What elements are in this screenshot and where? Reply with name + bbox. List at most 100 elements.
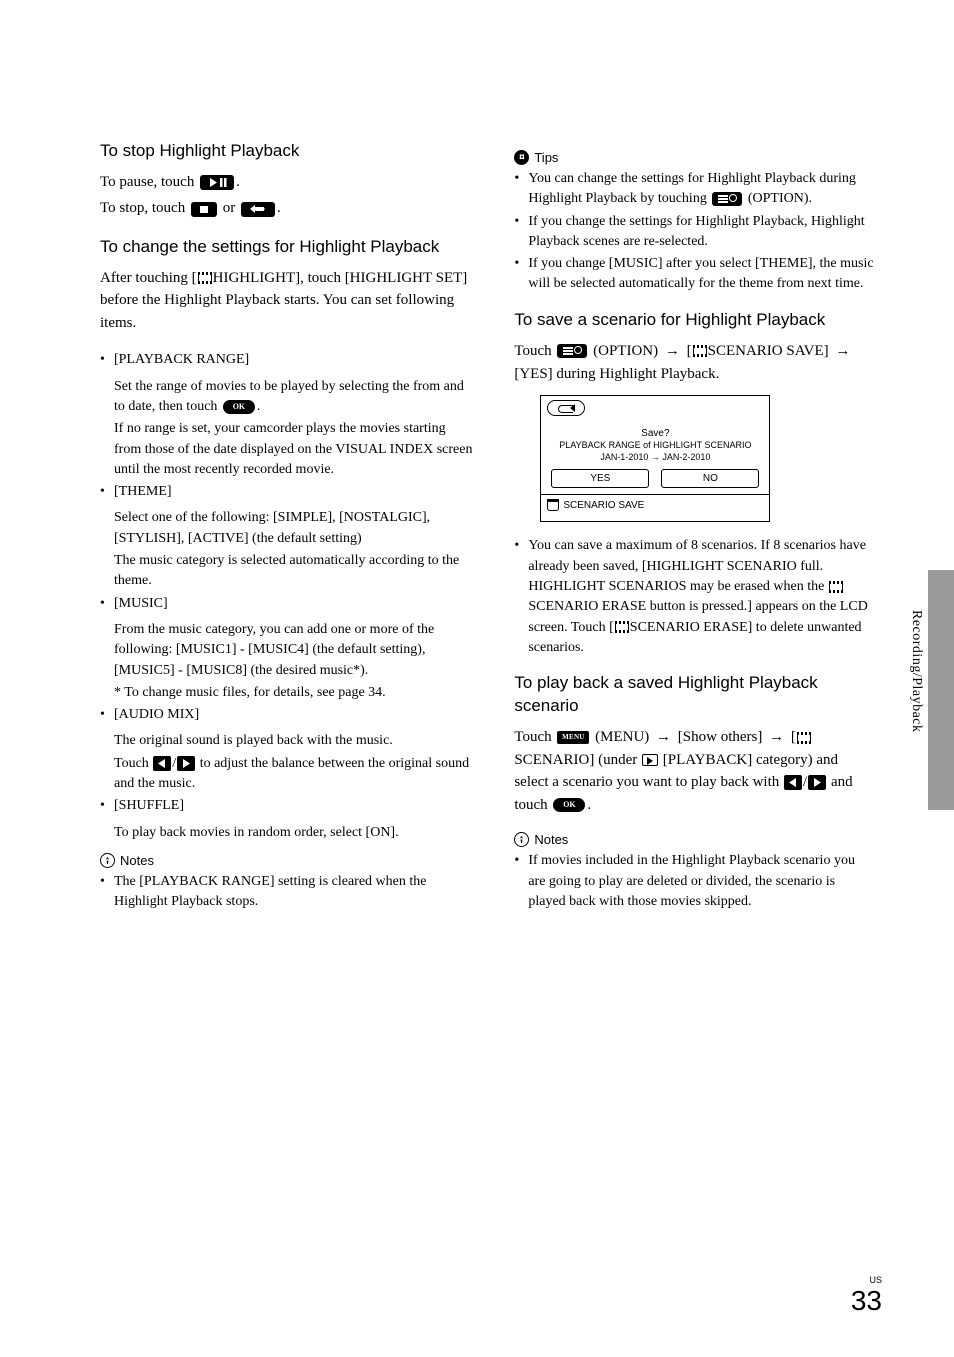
tips-icon: ¤ [514, 150, 529, 165]
notes-label: Notes [120, 853, 154, 868]
ss-yes-button: YES [551, 469, 649, 488]
scenario-note-item: You can save a maximum of 8 scenarios. I… [514, 536, 874, 658]
text: / [803, 774, 807, 790]
text: SCENARIO SAVE] [708, 343, 833, 359]
tips-heading: ¤ Tips [514, 150, 874, 165]
text: SCENARIO] (under [514, 752, 641, 768]
text: / [172, 756, 176, 771]
text: . [587, 797, 591, 813]
text: . [257, 399, 261, 414]
film-icon [615, 621, 629, 633]
side-tab-label: Recording/Playback [908, 610, 924, 733]
tips-label: Tips [534, 150, 558, 165]
text: (OPTION). [744, 191, 812, 206]
text: Set the range of movies to be played by … [100, 377, 474, 418]
ss-line: JAN-1-2010 → JAN-2-2010 [545, 452, 765, 464]
playback-icon [642, 754, 658, 766]
text: or [219, 200, 239, 216]
play-pause-icon [200, 175, 234, 190]
ok-icon: OK [553, 798, 585, 812]
text: [YES] during Highlight Playback. [514, 366, 719, 382]
page-num: 33 [851, 1285, 882, 1316]
tips-list: You can change the settings for Highligh… [514, 169, 874, 295]
arrow-icon: → [769, 726, 784, 749]
tip-item: You can change the settings for Highligh… [514, 169, 874, 210]
text: (OPTION) [589, 343, 662, 359]
text: To stop, touch [100, 200, 189, 216]
text: . [277, 200, 281, 216]
text: From the music category, you can add one… [100, 620, 474, 681]
body-after-touching: After touching [HIGHLIGHT], touch [HIGHL… [100, 267, 474, 335]
notes-heading: Notes [100, 853, 474, 868]
body-playback-scenario: Touch MENU (MENU) → [Show others] → [SCE… [514, 726, 874, 816]
notes-heading: Notes [514, 832, 874, 847]
heading-stop-playback: To stop Highlight Playback [100, 140, 474, 163]
note-item: The [PLAYBACK RANGE] setting is cleared … [100, 872, 474, 913]
text: After touching [ [100, 270, 197, 286]
item-music: [MUSIC] [100, 594, 474, 614]
note-item: If movies included in the Highlight Play… [514, 851, 874, 912]
text: The music category is selected automatic… [100, 551, 474, 592]
right-arrow-icon [808, 775, 826, 790]
text: [Show others] [674, 729, 766, 745]
text: [ [683, 343, 692, 359]
arrow-icon: → [665, 340, 680, 363]
page-number: US 33 [851, 1275, 882, 1317]
arrow-icon: → [656, 726, 671, 749]
heading-change-settings: To change the settings for Highlight Pla… [100, 236, 474, 259]
text: . [236, 174, 240, 190]
settings-list: [THEME] [100, 482, 474, 502]
text: Touch [114, 756, 152, 771]
text: Select one of the following: [SIMPLE], [… [100, 508, 474, 549]
text: JAN-2-2010 [660, 452, 711, 462]
item-shuffle: [SHUFFLE] [100, 796, 474, 816]
page-region: US [851, 1275, 882, 1285]
tip-item: If you change the settings for Highlight… [514, 212, 874, 253]
side-tab [928, 570, 954, 810]
arrow-icon: → [835, 340, 850, 363]
film-icon [198, 272, 212, 284]
return-icon [241, 202, 275, 217]
ok-icon: OK [223, 400, 255, 414]
item-audio-mix: [AUDIO MIX] [100, 705, 474, 725]
ss-title: Save? PLAYBACK RANGE of HIGHLIGHT SCENAR… [541, 425, 769, 467]
item-playback-range: [PLAYBACK RANGE] [100, 350, 474, 370]
ss-line: Save? [545, 427, 765, 440]
notes-list: The [PLAYBACK RANGE] setting is cleared … [100, 872, 474, 913]
stop-icon [191, 202, 217, 217]
left-arrow-icon [784, 775, 802, 790]
text: To pause, touch [100, 174, 198, 190]
text: To play back movies in random order, sel… [100, 823, 474, 843]
text: You can save a maximum of 8 scenarios. I… [528, 538, 866, 594]
text: (MENU) [591, 729, 653, 745]
film-icon [693, 345, 707, 357]
ss-footer-label: SCENARIO SAVE [563, 500, 644, 511]
text: Touch / to adjust the balance between th… [100, 754, 474, 795]
notes-label: Notes [534, 832, 568, 847]
text: The original sound is played back with t… [100, 731, 474, 751]
ss-back-icon [547, 400, 585, 416]
notes-list: If movies included in the Highlight Play… [514, 851, 874, 912]
scenario-notes: You can save a maximum of 8 scenarios. I… [514, 536, 874, 658]
body-stop: To stop, touch or . [100, 197, 474, 220]
notes-icon [100, 853, 115, 868]
ss-no-button: NO [661, 469, 759, 488]
heading-save-scenario: To save a scenario for Highlight Playbac… [514, 309, 874, 332]
film-icon [829, 581, 843, 593]
text: JAN-1-2010 [600, 452, 651, 462]
left-arrow-icon [153, 756, 171, 771]
text: If no range is set, your camcorder plays… [100, 419, 474, 480]
option-icon [712, 192, 742, 206]
settings-list: [MUSIC] [100, 594, 474, 614]
heading-playback-scenario: To play back a saved Highlight Playback … [514, 672, 874, 718]
body-pause: To pause, touch . [100, 171, 474, 194]
text: Touch [514, 729, 555, 745]
notes-icon [514, 832, 529, 847]
menu-icon: MENU [557, 731, 589, 744]
ss-line: PLAYBACK RANGE of HIGHLIGHT SCENARIO [545, 440, 765, 452]
film-icon [797, 732, 811, 744]
body-save-scenario: Touch (OPTION) → [SCENARIO SAVE] → [YES]… [514, 340, 874, 385]
settings-list: [SHUFFLE] [100, 796, 474, 816]
ss-footer: SCENARIO SAVE [541, 494, 769, 521]
scenario-icon [547, 499, 559, 511]
